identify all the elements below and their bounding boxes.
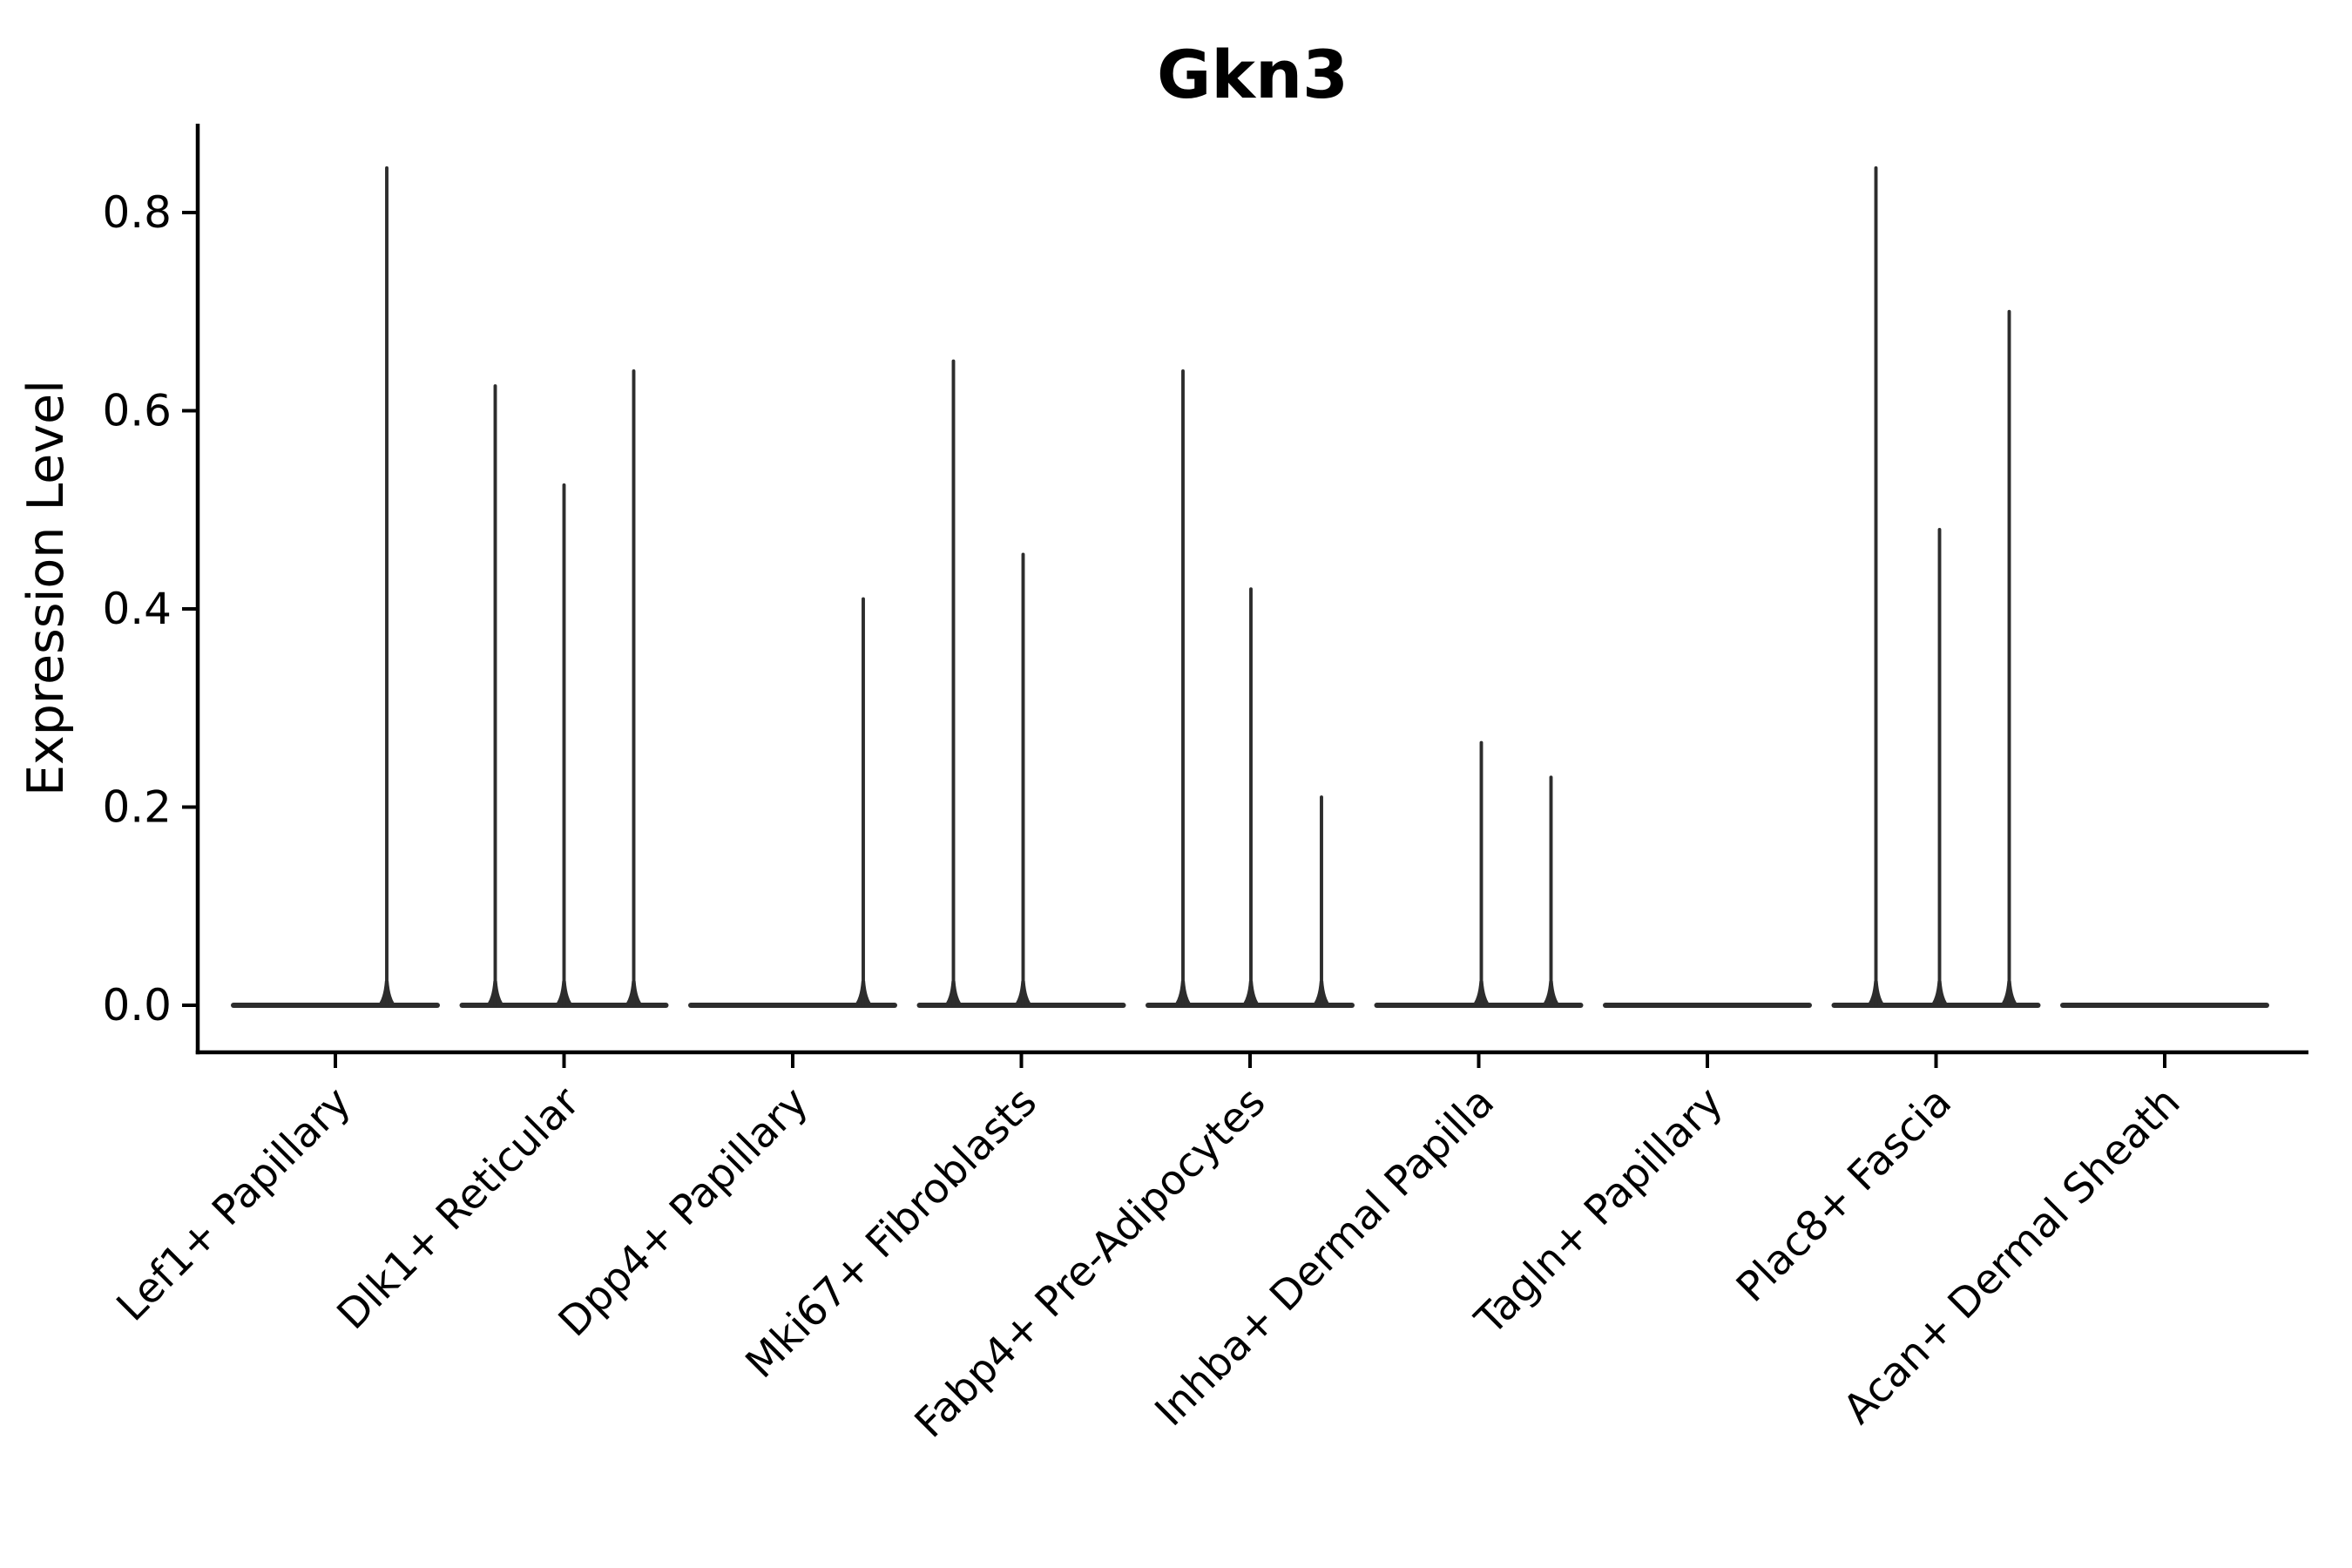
y-tick-label: 0.8 [102,187,172,238]
x-tick-label: Dlk1+ Reticular [328,1078,590,1339]
violin-group-8 [1831,166,2041,1008]
y-tick-label: 0.0 [102,980,172,1031]
x-tick-label: Lef1+ Papillary [108,1078,361,1331]
violin-group-1 [231,166,440,1008]
violin-group-4 [916,359,1126,1008]
violin-baseline [1603,1003,1812,1008]
y-tick-label: 0.6 [102,386,172,436]
violin-group-3 [688,597,897,1008]
chart-title: Gkn3 [1157,36,1348,113]
violin-group-9 [2060,1003,2269,1008]
violin-group-7 [1603,1003,1812,1008]
y-tick-label: 0.4 [102,584,172,634]
violin-baseline [2060,1003,2269,1008]
violin-group-6 [1374,740,1584,1008]
violin-group-5 [1146,369,1355,1008]
violin-baseline [231,1003,440,1008]
violin-baseline [688,1003,897,1008]
x-tick-label: Dpp4+ Papillary [550,1078,818,1347]
x-tick-label: Plac8+ Fascia [1727,1078,1961,1312]
violins [231,166,2269,1008]
y-axis-label: Expression Level [17,380,75,796]
y-tick-label: 0.2 [102,782,172,833]
violin-group-2 [459,369,669,1008]
x-tick-label: Tagln+ Papillary [1466,1078,1733,1345]
